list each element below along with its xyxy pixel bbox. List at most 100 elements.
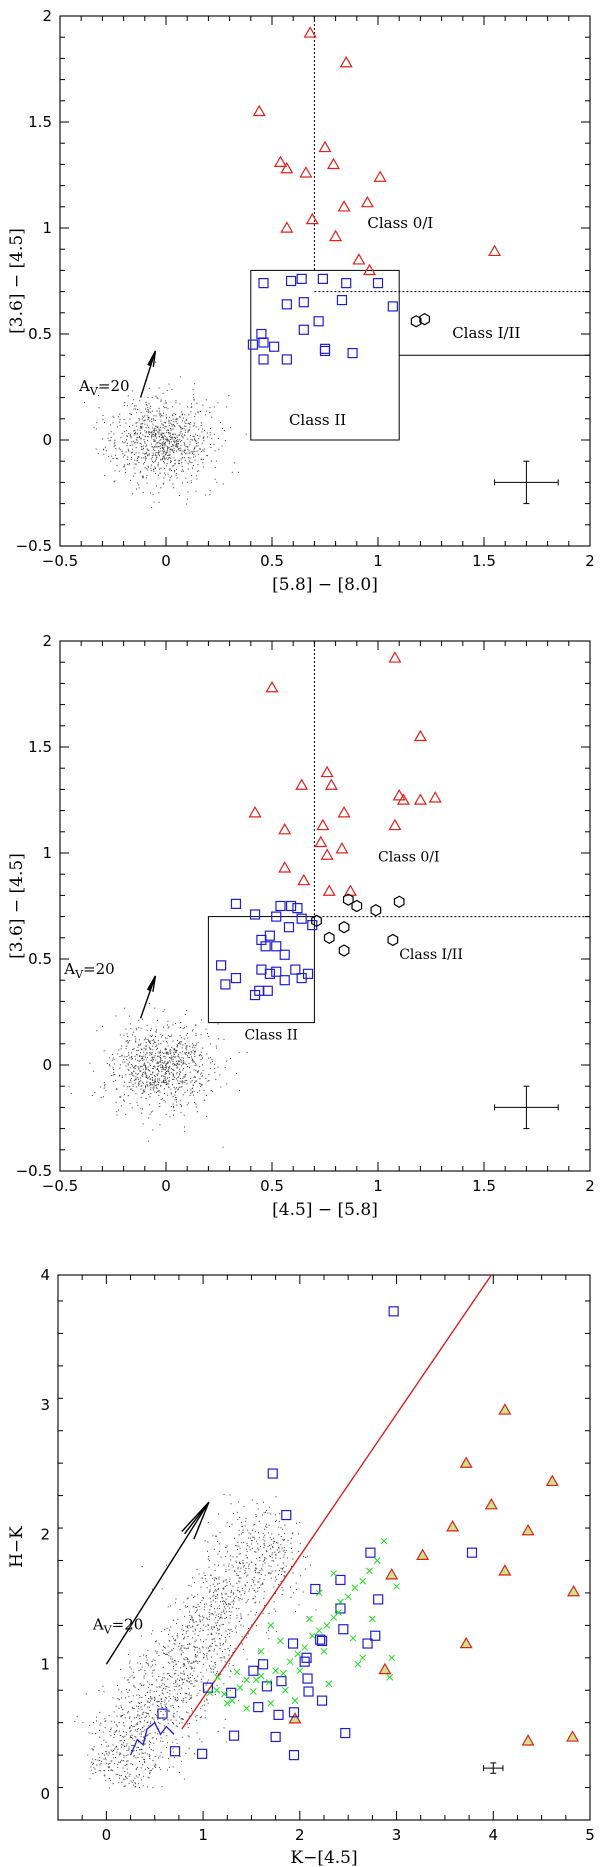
field-star-dot bbox=[155, 1029, 157, 1031]
field-star-dot bbox=[184, 1092, 186, 1094]
field-star-dot bbox=[140, 1749, 142, 1751]
field-star-dot bbox=[181, 1673, 183, 1675]
field-star-dot bbox=[151, 1079, 153, 1081]
class-0-i-point bbox=[566, 1730, 580, 1742]
field-star-dot bbox=[154, 466, 156, 468]
field-star-dot bbox=[275, 1496, 277, 1498]
field-star-dot bbox=[144, 1739, 146, 1741]
field-star-dot bbox=[133, 434, 135, 436]
field-star-dot bbox=[186, 452, 188, 454]
field-star-dot bbox=[265, 1549, 267, 1551]
field-star-dot bbox=[247, 1614, 249, 1616]
field-star-dot bbox=[128, 450, 130, 452]
field-star-dot bbox=[148, 1117, 150, 1119]
extinction-label: AV=20 bbox=[63, 960, 114, 981]
field-star-dot bbox=[219, 1644, 221, 1646]
field-star-dot bbox=[114, 1063, 116, 1065]
field-star-dot bbox=[151, 454, 153, 456]
field-star-dot bbox=[145, 1054, 147, 1056]
field-star-dot bbox=[99, 1724, 101, 1726]
field-star-dot bbox=[126, 1045, 128, 1047]
field-star-dot bbox=[167, 1024, 169, 1026]
field-star-dot bbox=[185, 1702, 187, 1704]
field-star-dot bbox=[131, 1072, 133, 1074]
field-star-dot bbox=[255, 1564, 257, 1566]
field-star-dot bbox=[162, 457, 164, 459]
class-i-ii-point bbox=[342, 893, 354, 906]
field-star-dot bbox=[183, 428, 185, 430]
field-star-dot bbox=[186, 1080, 188, 1082]
field-star-dot bbox=[125, 1048, 127, 1050]
field-star-dot bbox=[184, 1692, 186, 1694]
field-star-dot bbox=[158, 1767, 160, 1769]
field-star-dot bbox=[264, 1605, 266, 1607]
field-star-dot bbox=[146, 1084, 148, 1086]
field-star-dot bbox=[188, 1747, 190, 1749]
field-star-dot bbox=[160, 487, 162, 489]
field-star-dot bbox=[245, 1602, 247, 1604]
field-star-dot bbox=[158, 454, 160, 456]
field-star-dot bbox=[131, 1737, 133, 1739]
field-star-dot bbox=[148, 1003, 150, 1005]
field-star-dot bbox=[142, 1730, 144, 1732]
field-star-dot bbox=[208, 1591, 210, 1593]
field-star-dot bbox=[108, 1715, 110, 1717]
field-star-dot bbox=[172, 1069, 174, 1071]
field-star-dot bbox=[121, 1075, 123, 1077]
field-star-dot bbox=[194, 1646, 196, 1648]
field-star-dot bbox=[106, 1062, 108, 1064]
field-star-dot bbox=[150, 1721, 152, 1723]
field-star-dot bbox=[190, 1626, 192, 1628]
field-star-dot bbox=[167, 429, 169, 431]
field-star-dot bbox=[150, 470, 152, 472]
field-star-dot bbox=[142, 1712, 144, 1714]
field-star-dot bbox=[163, 438, 165, 440]
field-star-dot bbox=[232, 1585, 234, 1587]
field-star-dot bbox=[105, 1741, 107, 1743]
cross-point bbox=[265, 1679, 273, 1686]
field-star-dot bbox=[148, 1040, 150, 1042]
field-star-dot bbox=[199, 1616, 201, 1618]
class-ii-point bbox=[228, 1730, 240, 1741]
class-ii-point bbox=[310, 1583, 321, 1595]
cross-point bbox=[243, 1705, 250, 1712]
cross-point bbox=[359, 1577, 367, 1585]
field-star-dot bbox=[179, 1685, 181, 1687]
field-star-dot bbox=[180, 1041, 182, 1043]
av-value: =20 bbox=[98, 377, 130, 395]
field-star-dot bbox=[216, 1590, 218, 1592]
field-star-dot bbox=[151, 1052, 153, 1054]
field-star-dot bbox=[151, 460, 153, 462]
field-star-dot bbox=[190, 1662, 192, 1664]
field-star-dot bbox=[128, 1746, 130, 1748]
field-star-dot bbox=[154, 440, 156, 442]
field-star-dot bbox=[173, 1673, 175, 1675]
field-star-dot bbox=[176, 477, 178, 479]
field-star-dot bbox=[156, 1069, 158, 1071]
field-star-dot bbox=[180, 1111, 182, 1113]
field-star-dot bbox=[188, 1052, 190, 1054]
field-star-dot bbox=[193, 1094, 195, 1096]
field-star-dot bbox=[169, 1088, 171, 1090]
cross-point bbox=[257, 1672, 265, 1680]
field-star-dot bbox=[189, 1095, 191, 1097]
field-star-dot bbox=[186, 1626, 188, 1628]
field-star-dot bbox=[108, 1770, 110, 1772]
field-star-dot bbox=[191, 474, 193, 476]
field-star-dot bbox=[206, 410, 208, 412]
field-star-dot bbox=[132, 1034, 134, 1036]
field-star-dot bbox=[118, 1722, 120, 1724]
field-star-dot bbox=[123, 1722, 125, 1724]
field-star-dot bbox=[149, 1741, 151, 1743]
field-star-dot bbox=[174, 470, 176, 472]
field-star-dot bbox=[163, 1092, 165, 1094]
field-star-dot bbox=[161, 1698, 163, 1700]
field-star-dot bbox=[174, 1088, 176, 1090]
field-star-dot bbox=[148, 411, 150, 413]
field-star-dot bbox=[192, 452, 194, 454]
field-star-dot bbox=[137, 1077, 139, 1079]
field-star-dot bbox=[170, 428, 172, 430]
field-star-dot bbox=[264, 1534, 266, 1536]
field-star-dot bbox=[224, 1600, 226, 1602]
field-star-dot bbox=[186, 481, 188, 483]
